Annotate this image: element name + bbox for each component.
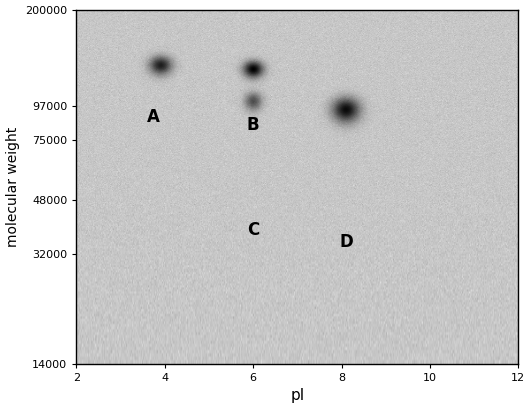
Y-axis label: molecular weight: molecular weight <box>5 126 20 247</box>
X-axis label: pI: pI <box>290 389 304 403</box>
Text: A: A <box>147 108 160 126</box>
Text: D: D <box>339 233 353 251</box>
Text: B: B <box>247 115 260 133</box>
Text: C: C <box>247 221 259 239</box>
